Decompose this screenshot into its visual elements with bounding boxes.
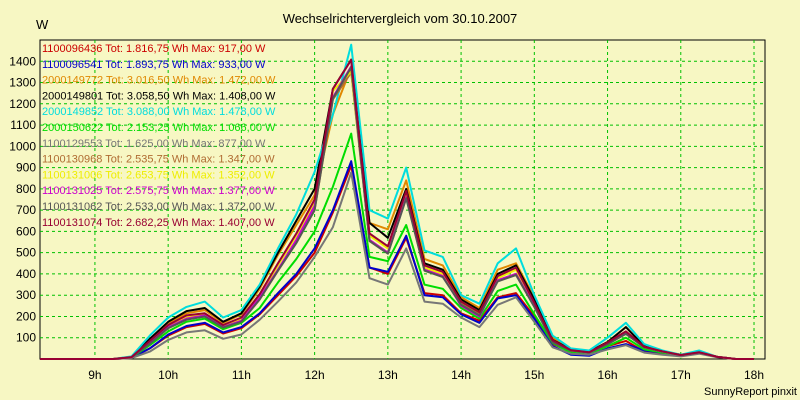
legend-entry-5: 2000149852 Tot: 3.088,00 Wh Max: 1.478,0… bbox=[42, 106, 276, 118]
series-lines bbox=[40, 43, 754, 360]
legend-entry-9: 1100131006 Tot: 2.653,75 Wh Max: 1.352,0… bbox=[42, 169, 275, 181]
legend-entry-12: 1100131074 Tot: 2.682,25 Wh Max: 1.407,0… bbox=[42, 217, 275, 229]
x-tick-label: 9h bbox=[88, 368, 101, 382]
y-tick-label: 600 bbox=[16, 224, 36, 238]
x-tick-label: 12h bbox=[305, 368, 325, 382]
y-tick-label: 1400 bbox=[9, 54, 36, 68]
x-tick-label: 15h bbox=[524, 368, 544, 382]
report-footer: SunnyReport pinxit bbox=[704, 386, 797, 398]
y-tick-label: 1100 bbox=[10, 118, 36, 132]
series-line-5 bbox=[40, 43, 754, 360]
legend-entry-2: 1100096541 Tot: 1.893,75 Wh Max: 933,00 … bbox=[42, 59, 266, 71]
series-line-11 bbox=[40, 66, 754, 360]
legend: 1100096436 Tot: 1.816,75 Wh Max: 917,00 … bbox=[42, 43, 276, 229]
y-tick-label: 400 bbox=[16, 267, 36, 281]
series-line-6 bbox=[40, 132, 754, 360]
series-line-7 bbox=[40, 171, 754, 360]
x-tick-label: 13h bbox=[378, 368, 398, 382]
x-tick-label: 16h bbox=[598, 368, 618, 382]
y-tick-label: 1000 bbox=[9, 139, 36, 153]
grid-lines bbox=[40, 40, 765, 359]
legend-entry-11: 1100131062 Tot: 2.533,00 Wh Max: 1.372,0… bbox=[42, 201, 275, 213]
series-line-4 bbox=[40, 58, 754, 360]
legend-entry-3: 2000149772 Tot: 3.016,50 Wh Max: 1.472,0… bbox=[42, 75, 276, 87]
legend-entry-7: 1100129553 Tot: 1.625,00 Wh Max: 877,00 … bbox=[42, 138, 266, 150]
legend-entry-1: 1100096436 Tot: 1.816,75 Wh Max: 917,00 … bbox=[42, 43, 266, 55]
x-tick-labels: 9h 10h 11h 12h 13h 14h 15h 16h 17h 18h bbox=[88, 368, 764, 382]
y-tick-label: 700 bbox=[16, 203, 36, 217]
y-tick-label: 900 bbox=[16, 161, 36, 175]
x-tick-label: 17h bbox=[671, 368, 691, 382]
x-tick-label: 14h bbox=[451, 368, 471, 382]
chart-title: Wechselrichtervergleich vom 30.10.2007 bbox=[283, 11, 518, 26]
y-tick-label: 1200 bbox=[9, 97, 36, 111]
y-tick-label: 500 bbox=[16, 246, 36, 260]
x-tick-label: 18h bbox=[744, 368, 764, 382]
x-tick-label: 11h bbox=[232, 368, 251, 382]
y-tick-label: 100 bbox=[16, 331, 36, 345]
y-tick-label: 1300 bbox=[9, 76, 36, 90]
y-tick-label: 200 bbox=[16, 309, 36, 323]
series-line-12 bbox=[40, 58, 754, 360]
legend-entry-10: 1100131025 Tot: 2.575,75 Wh Max: 1.377,0… bbox=[42, 185, 275, 197]
y-tick-label: 300 bbox=[16, 288, 36, 302]
series-line-2 bbox=[40, 160, 754, 360]
y-tick-labels: 100 200 300 400 500 600 700 800 900 1000 1100 1200 1… bbox=[9, 54, 36, 344]
x-tick-label: 10h bbox=[158, 368, 178, 382]
legend-entry-4: 2000149801 Tot: 3.058,50 Wh Max: 1.408,0… bbox=[42, 90, 276, 102]
legend-entry-6: 2000150622 Tot: 2.153,25 Wh Max: 1.066,0… bbox=[42, 122, 276, 134]
y-tick-label: 800 bbox=[16, 182, 36, 196]
y-axis-unit-label: W bbox=[36, 17, 49, 32]
legend-entry-8: 1100130968 Tot: 2.535,75 Wh Max: 1.347,0… bbox=[42, 154, 275, 166]
